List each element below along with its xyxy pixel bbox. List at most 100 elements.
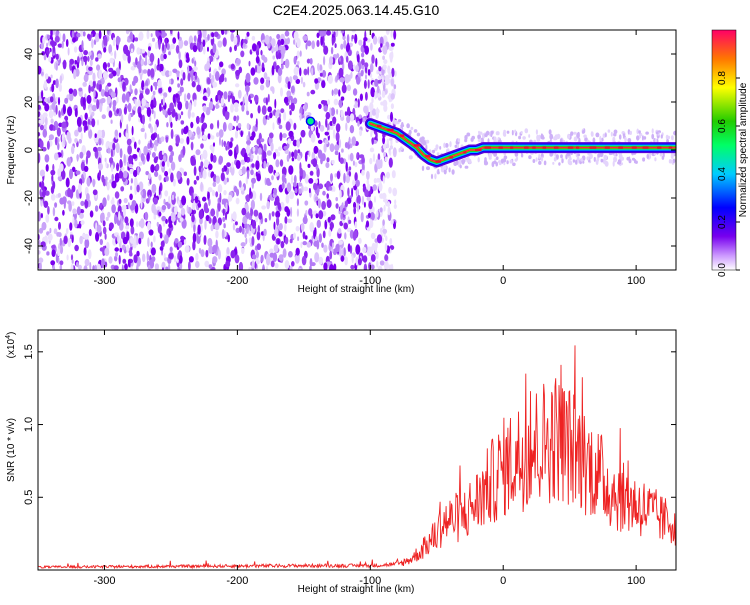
noise-blob (344, 200, 348, 208)
noise-blob (308, 188, 311, 194)
noise-blob (281, 182, 285, 190)
noise-blob (47, 206, 50, 215)
noise-blob (372, 88, 375, 98)
noise-blob (271, 175, 274, 181)
noise-blob (271, 65, 275, 76)
noise-blob (186, 136, 190, 145)
trace-halo (448, 167, 451, 173)
noise-blob (50, 193, 56, 201)
trace-halo (538, 154, 541, 160)
noise-blob (266, 76, 270, 82)
noise-blob (326, 193, 330, 199)
noise-blob (355, 244, 361, 255)
noise-blob (180, 235, 185, 241)
trace-halo (604, 133, 607, 138)
noise-blob (168, 223, 173, 228)
trace-halo (535, 157, 538, 162)
noise-blob (95, 57, 99, 62)
noise-blob (158, 39, 161, 50)
noise-blob (67, 47, 70, 56)
trace-halo (573, 136, 578, 142)
noise-blob (380, 101, 385, 106)
noise-blob (221, 68, 226, 76)
noise-blob (261, 66, 265, 73)
noise-blob (196, 205, 199, 210)
noise-blob (135, 99, 138, 108)
noise-blob (88, 128, 93, 139)
noise-blob (320, 156, 323, 165)
noise-blob (85, 155, 88, 165)
noise-blob (148, 46, 151, 51)
trace-halo (413, 129, 418, 133)
noise-blob (307, 66, 310, 76)
noise-blob (212, 154, 217, 163)
noise-blob (361, 156, 365, 165)
noise-blob (230, 137, 234, 142)
noise-blob (370, 73, 373, 78)
noise-blob (308, 178, 314, 184)
noise-blob (265, 97, 268, 106)
noise-blob (172, 37, 177, 44)
noise-blob (140, 153, 145, 162)
noise-blob (237, 89, 242, 99)
noise-blob (222, 121, 227, 132)
noise-blob (166, 43, 170, 50)
noise-blob (240, 130, 243, 137)
signal-peak (400, 134, 405, 137)
trace-halo (464, 134, 468, 141)
noise-blob (344, 232, 347, 240)
noise-blob (383, 59, 388, 65)
noise-blob (225, 260, 231, 268)
noise-blob (157, 133, 160, 144)
noise-blob (175, 44, 180, 54)
noise-blob (335, 123, 341, 133)
noise-blob (188, 261, 191, 270)
noise-blob (363, 79, 367, 89)
noise-blob (168, 86, 172, 93)
noise-blob (184, 245, 190, 253)
noise-blob (66, 157, 72, 167)
noise-blob (389, 238, 393, 245)
noise-blob (221, 167, 225, 173)
noise-blob (240, 159, 246, 165)
noise-blob (314, 196, 319, 201)
noise-blob (362, 246, 367, 254)
noise-blob (296, 50, 300, 58)
trace-halo (624, 136, 627, 143)
noise-blob (323, 244, 328, 253)
noise-blob (62, 104, 66, 115)
noise-blob (169, 79, 172, 85)
noise-blob (269, 112, 273, 119)
noise-blob (155, 163, 160, 171)
noise-blob (161, 267, 165, 270)
noise-blob (375, 251, 379, 260)
noise-blob (135, 57, 138, 66)
noise-blob (343, 247, 346, 257)
noise-blob (188, 256, 194, 263)
noise-blob (177, 241, 183, 248)
noise-blob (383, 198, 388, 203)
noise-blob (296, 208, 299, 217)
noise-blob (287, 138, 292, 145)
noise-blob (78, 53, 83, 58)
noise-blob (380, 227, 383, 234)
noise-blob (378, 66, 382, 72)
noise-blob (373, 178, 378, 184)
noise-blob (165, 266, 169, 270)
noise-blob (97, 53, 102, 59)
noise-blob (177, 212, 182, 219)
noise-blob (64, 97, 69, 104)
noise-blob (384, 156, 388, 162)
noise-blob (253, 173, 256, 178)
noise-blob (291, 261, 295, 267)
figure-title: C2E4.2025.063.14.45.G10 (273, 2, 440, 18)
x-tick-label: -100 (359, 575, 381, 587)
trace-halo (477, 157, 480, 163)
noise-blob (114, 255, 118, 262)
noise-blob (316, 32, 320, 39)
signal-peak (413, 144, 421, 147)
noise-blob (310, 89, 316, 95)
noise-blob (38, 65, 42, 75)
noise-blob (332, 242, 335, 248)
noise-blob (146, 152, 150, 162)
